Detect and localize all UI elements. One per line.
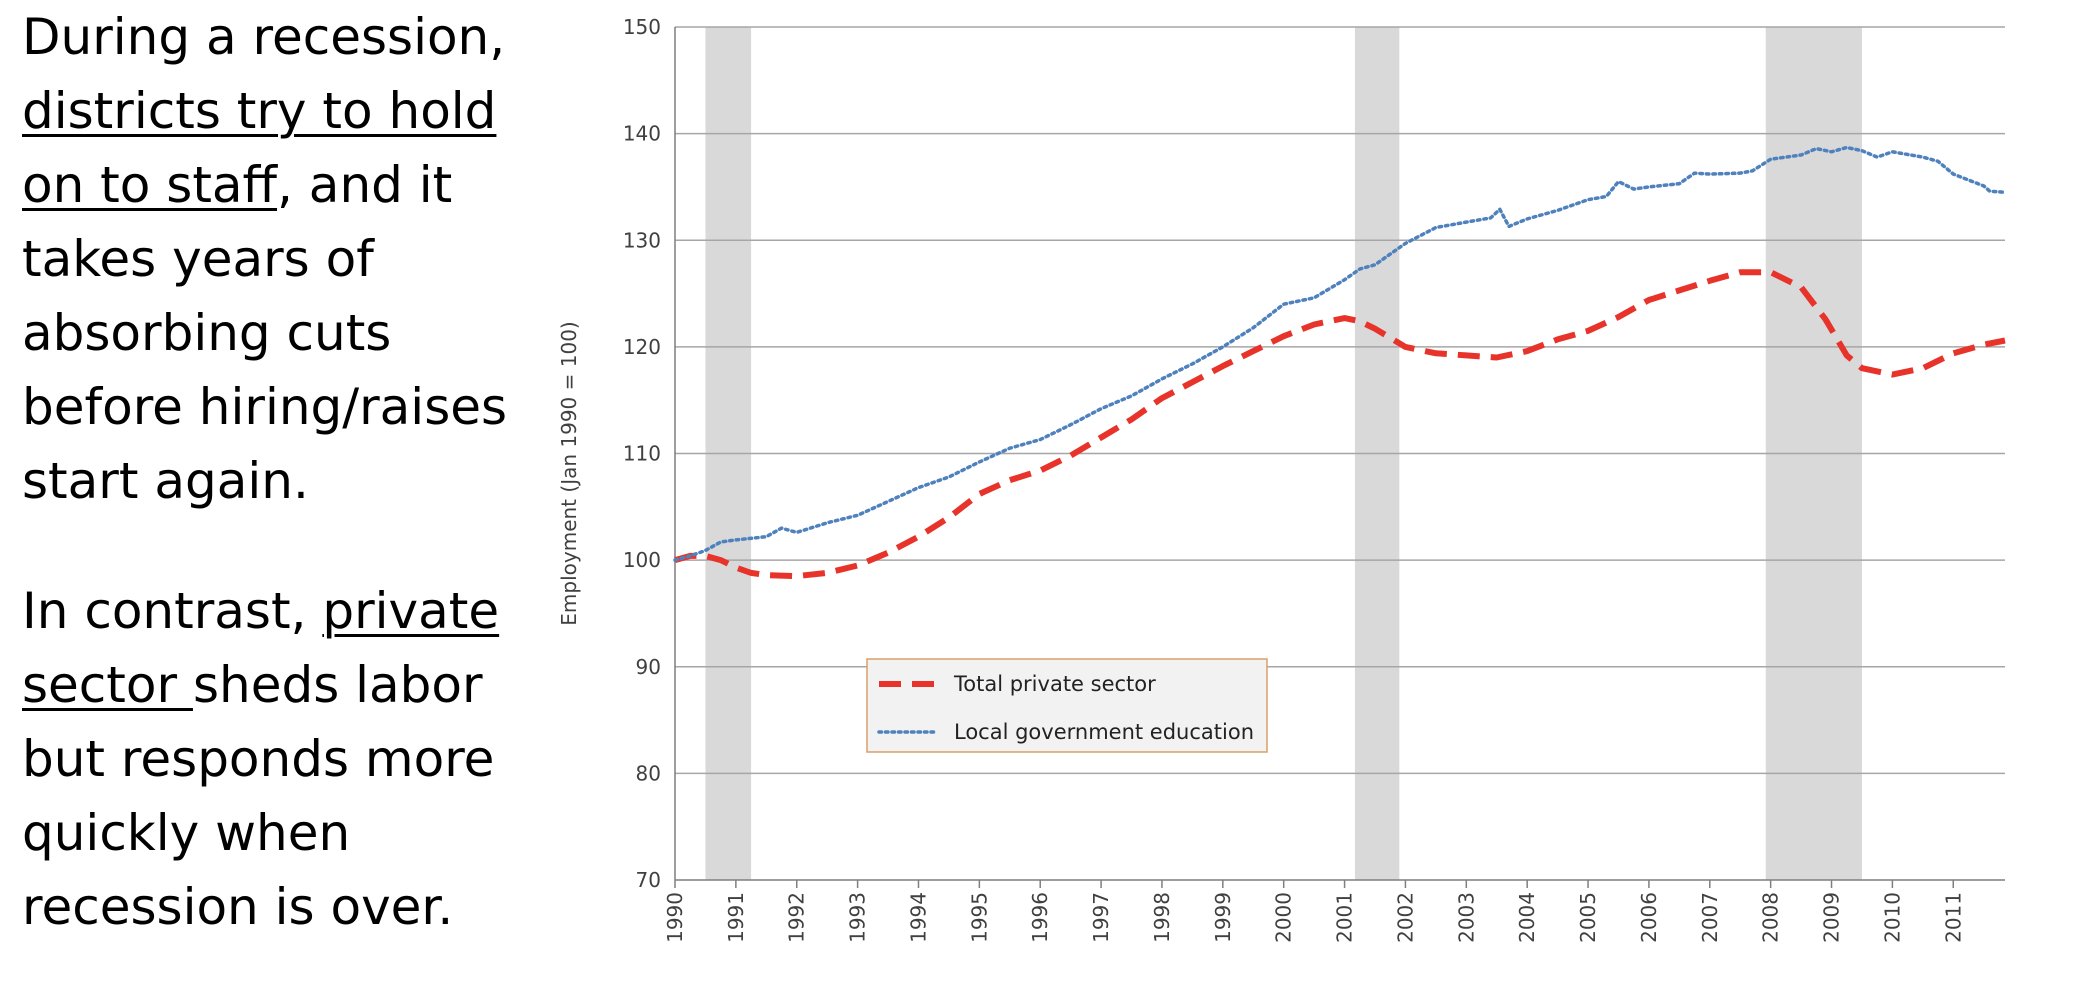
series-line-local-government-education xyxy=(673,145,2007,562)
x-tick-label: 1994 xyxy=(906,892,930,943)
y-tick-label: 120 xyxy=(623,335,661,359)
text-panel: During a recession, districts try to hol… xyxy=(22,0,542,944)
y-tick-label: 140 xyxy=(623,122,661,146)
x-tick-label: 2006 xyxy=(1637,892,1661,943)
employment-line-chart: 70 80 90 100 110 120 130 140 150 1990 1991 1992 1993… xyxy=(557,15,2007,943)
y-tick-label: 80 xyxy=(636,761,661,785)
y-tick-label: 100 xyxy=(623,548,661,572)
x-tick-label: 1993 xyxy=(846,892,870,943)
y-tick-label: 130 xyxy=(623,228,661,252)
x-tick-label: 2005 xyxy=(1576,892,1600,943)
x-tick-label: 2001 xyxy=(1333,892,1357,943)
legend-label-local-government-education: Local government education xyxy=(954,720,1254,744)
x-tick-label: 2003 xyxy=(1454,892,1478,943)
x-tick-label: 1999 xyxy=(1211,892,1235,943)
axes: 70 80 90 100 110 120 130 140 150 1990 1991 1992 1993… xyxy=(623,15,2005,943)
y-tick-label: 90 xyxy=(636,655,661,679)
x-tick-label: 1997 xyxy=(1089,892,1113,943)
x-tick-label: 2002 xyxy=(1393,892,1417,943)
private-sector-paragraph: In contrast, private sector sheds labor … xyxy=(22,574,542,944)
legend-label-private-sector: Total private sector xyxy=(953,672,1156,696)
y-tick-label: 110 xyxy=(623,442,661,466)
x-tick-label: 2008 xyxy=(1759,892,1783,943)
x-tick-label: 2007 xyxy=(1698,892,1722,943)
y-axis-title: Employment (Jan 1990 = 100) xyxy=(557,321,581,625)
x-tick-label: 1996 xyxy=(1028,892,1052,943)
para1-segment-1: districts try to hold on to staff xyxy=(22,82,497,214)
x-tick-label: 2000 xyxy=(1272,892,1296,943)
y-tick-label: 150 xyxy=(623,15,661,39)
recession-districts-paragraph: During a recession, districts try to hol… xyxy=(22,0,542,518)
x-tick-label: 2011 xyxy=(1941,892,1965,943)
x-tick-label: 1992 xyxy=(785,892,809,943)
x-tick-label: 1990 xyxy=(663,892,687,943)
legend-box xyxy=(866,658,1268,753)
x-tick-label: 2004 xyxy=(1515,892,1539,943)
para2-segment-0: In contrast, xyxy=(22,582,323,640)
x-tick-label: 1991 xyxy=(724,892,748,943)
x-tick-label: 2010 xyxy=(1880,892,1904,943)
para1-segment-0: During a recession, xyxy=(22,8,506,66)
x-tick-label: 1995 xyxy=(967,892,991,943)
y-tick-label: 70 xyxy=(636,868,661,892)
data-series xyxy=(673,145,2007,580)
para2-segment-1: private sector xyxy=(22,582,500,714)
x-tick-label: 1998 xyxy=(1150,892,1174,943)
x-tick-label: 2009 xyxy=(1820,892,1844,943)
para2-segment-2: sheds labor but responds more quickly wh… xyxy=(22,656,495,936)
legend: Total private sector Local government ed… xyxy=(866,658,1268,753)
para1-segment-2: , and it takes years of absorbing cuts b… xyxy=(22,156,508,510)
